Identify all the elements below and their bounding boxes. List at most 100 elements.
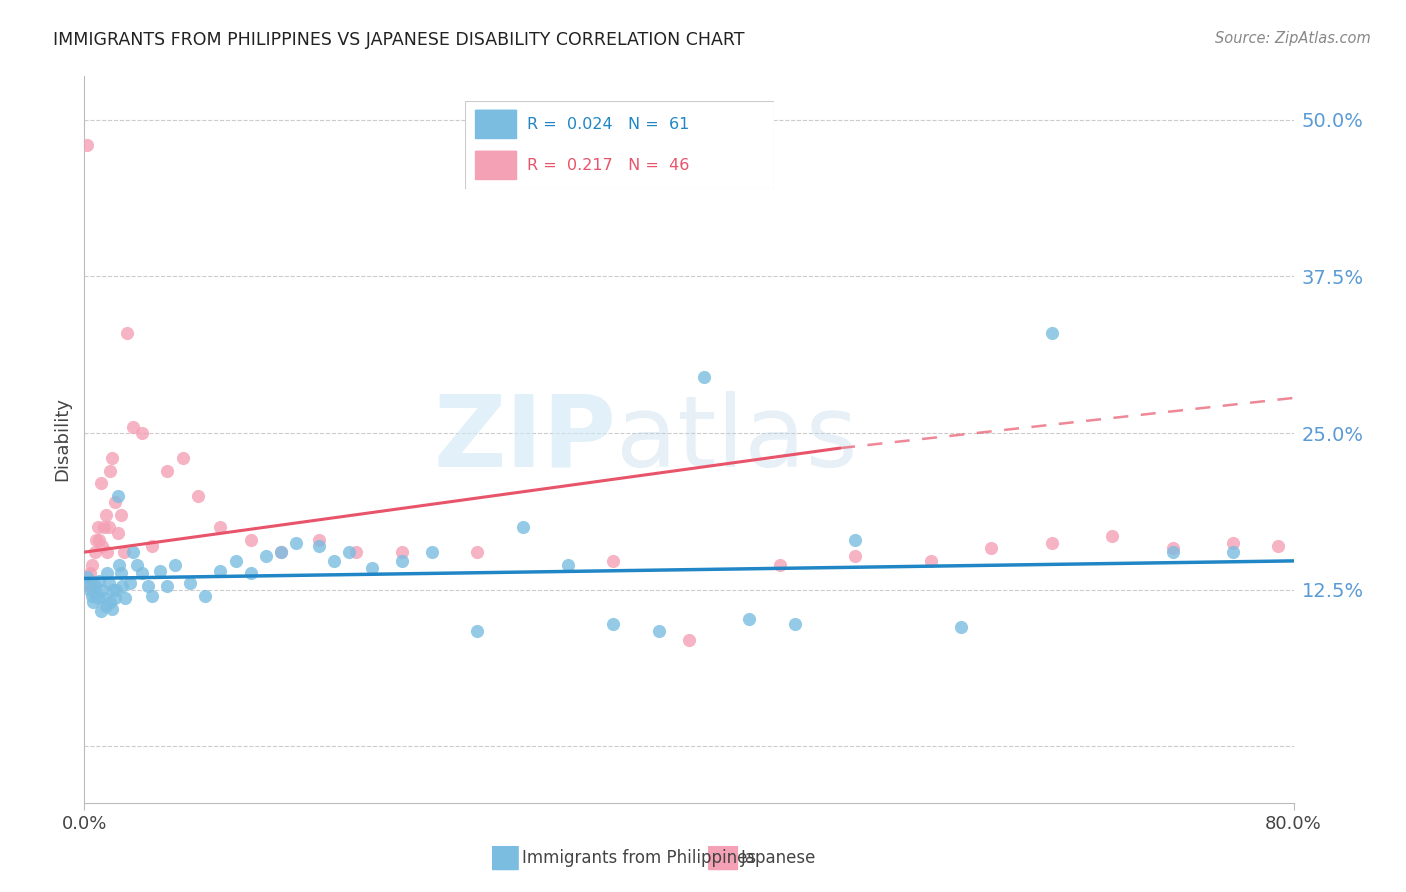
Point <box>783 616 806 631</box>
Point <box>844 533 866 547</box>
Point <box>209 520 232 534</box>
Point <box>79 566 101 581</box>
Point <box>391 554 413 568</box>
Point <box>693 369 716 384</box>
Point <box>112 545 135 559</box>
Point <box>87 591 110 606</box>
Point <box>77 576 100 591</box>
Point <box>225 554 247 568</box>
Point <box>97 520 120 534</box>
Point <box>602 616 624 631</box>
Point <box>980 541 1002 556</box>
Point <box>285 536 308 550</box>
Y-axis label: Disability: Disability <box>53 397 72 482</box>
Point <box>254 549 277 563</box>
Point <box>84 545 107 559</box>
Point <box>1161 541 1184 556</box>
Point <box>93 591 115 606</box>
Point <box>165 558 187 572</box>
Point <box>346 545 368 559</box>
Point <box>107 489 129 503</box>
Point <box>86 586 108 600</box>
Point <box>602 554 624 568</box>
Point <box>648 624 671 638</box>
Point <box>110 508 132 522</box>
Point <box>322 554 344 568</box>
Point <box>91 582 114 597</box>
Point <box>1040 326 1063 340</box>
Point <box>308 539 330 553</box>
Text: Japanese: Japanese <box>741 849 817 867</box>
Point <box>108 558 131 572</box>
Point <box>1267 539 1289 553</box>
Point <box>80 558 103 572</box>
Point <box>115 326 138 340</box>
Point <box>467 545 489 559</box>
Point <box>920 554 942 568</box>
Point <box>84 579 107 593</box>
Point <box>87 520 110 534</box>
Point <box>270 545 292 559</box>
Point <box>360 561 382 575</box>
Point <box>131 425 153 440</box>
Point <box>512 520 534 534</box>
Point <box>156 579 179 593</box>
Point <box>93 520 115 534</box>
Point <box>89 574 111 588</box>
Point <box>1161 545 1184 559</box>
Point <box>141 589 163 603</box>
Text: atlas: atlas <box>616 391 858 488</box>
Point <box>96 545 118 559</box>
Point <box>98 595 121 609</box>
Point <box>94 508 117 522</box>
Text: IMMIGRANTS FROM PHILIPPINES VS JAPANESE DISABILITY CORRELATION CHART: IMMIGRANTS FROM PHILIPPINES VS JAPANESE … <box>53 31 745 49</box>
Point <box>950 620 973 634</box>
Point <box>98 464 121 478</box>
Point <box>738 611 761 625</box>
Text: Source: ZipAtlas.com: Source: ZipAtlas.com <box>1215 31 1371 46</box>
Point <box>107 526 129 541</box>
Point <box>131 566 153 581</box>
Point <box>172 451 194 466</box>
Point <box>104 495 127 509</box>
Point <box>121 419 143 434</box>
Point <box>209 564 232 578</box>
Point <box>156 464 179 478</box>
Point <box>149 564 172 578</box>
Point <box>94 599 117 613</box>
Point <box>100 451 122 466</box>
Point <box>105 582 128 597</box>
Point <box>420 545 443 559</box>
Point <box>308 533 330 547</box>
Point <box>80 589 103 603</box>
Point <box>110 566 132 581</box>
Point <box>239 533 262 547</box>
Point <box>76 570 98 584</box>
Point <box>96 566 118 581</box>
Point <box>90 604 112 618</box>
Point <box>194 589 217 603</box>
Point <box>77 579 100 593</box>
Point <box>844 549 866 563</box>
Point <box>82 595 104 609</box>
Point <box>136 579 159 593</box>
Point <box>467 624 489 638</box>
Point <box>557 558 579 572</box>
Point <box>89 533 111 547</box>
Point <box>391 545 413 559</box>
Text: ZIP: ZIP <box>433 391 616 488</box>
Point <box>121 545 143 559</box>
Point <box>90 476 112 491</box>
Point <box>97 576 120 591</box>
Point <box>76 137 98 152</box>
Point <box>100 601 122 615</box>
Point <box>678 632 700 647</box>
Point <box>79 582 101 597</box>
Point <box>114 591 136 606</box>
Point <box>82 576 104 591</box>
Point <box>769 558 792 572</box>
Point <box>118 576 141 591</box>
Point <box>239 566 262 581</box>
Point <box>1222 545 1244 559</box>
Point <box>1040 536 1063 550</box>
